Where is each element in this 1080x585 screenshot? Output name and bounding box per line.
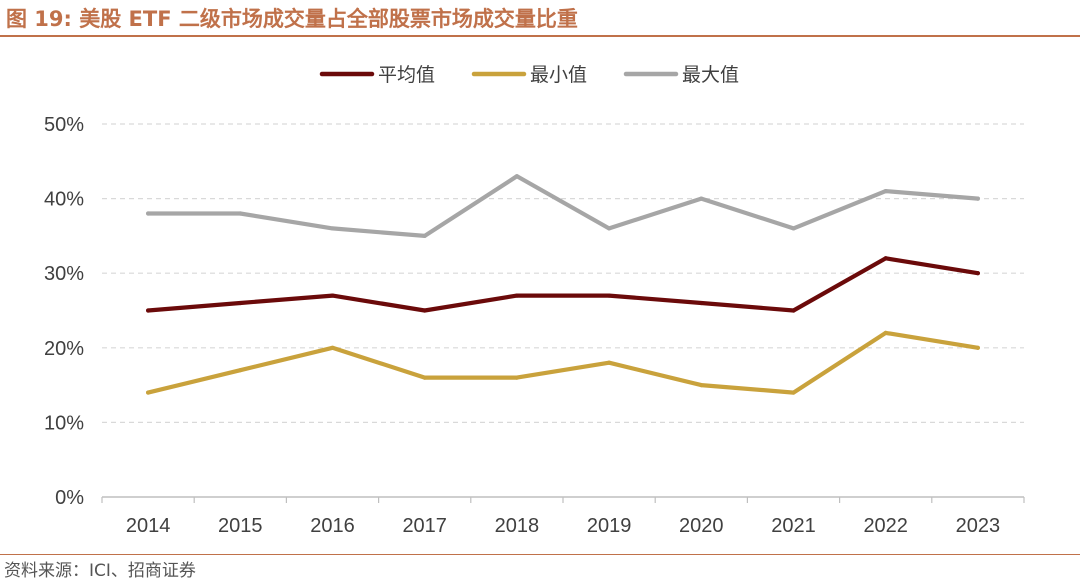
data-point bbox=[699, 196, 704, 201]
series-line bbox=[146, 256, 981, 313]
y-axis: 0% 10% 20% 30% 40% 50% bbox=[44, 114, 84, 509]
data-point bbox=[883, 256, 888, 261]
chart-gridlines bbox=[102, 123, 1024, 423]
data-point bbox=[975, 196, 981, 201]
chart-legend: 平均值 最小值 最大值 bbox=[319, 64, 739, 86]
figure-title: 图 19: 美股 ETF 二级市场成交量占全部股票市场成交量比重 bbox=[6, 7, 578, 31]
x-tick-label: 2019 bbox=[587, 515, 632, 537]
data-point bbox=[238, 300, 243, 306]
x-tick-label: 2015 bbox=[218, 515, 263, 537]
data-point bbox=[699, 383, 704, 388]
y-tick-label: 10% bbox=[44, 412, 84, 434]
data-point bbox=[422, 233, 427, 238]
line-chart: 平均值 最小值 最大值 0% 10% 20% 30% 40% 50% 2014 2015 2016… bbox=[44, 64, 1025, 537]
data-point bbox=[146, 390, 151, 395]
footer-divider bbox=[0, 554, 1080, 555]
y-tick-label: 50% bbox=[44, 114, 84, 136]
data-point bbox=[791, 390, 796, 395]
data-point bbox=[883, 330, 888, 335]
x-tick-label: 2022 bbox=[863, 515, 908, 537]
y-tick-label: 20% bbox=[44, 338, 84, 360]
data-point bbox=[607, 360, 612, 365]
title-divider bbox=[0, 35, 1080, 37]
x-tick-label: 2016 bbox=[310, 515, 355, 537]
source-note: 资料来源：ICI、招商证券 bbox=[4, 561, 196, 581]
data-point bbox=[607, 293, 612, 298]
data-point bbox=[607, 226, 612, 231]
data-point bbox=[146, 211, 151, 216]
y-tick-label: 0% bbox=[55, 487, 84, 509]
data-point bbox=[330, 226, 335, 231]
data-point bbox=[146, 308, 151, 313]
data-point bbox=[330, 345, 335, 350]
y-tick-label: 30% bbox=[44, 263, 84, 285]
x-tick-label: 2021 bbox=[771, 515, 816, 537]
x-tick-label: 2017 bbox=[402, 515, 447, 537]
chart-series bbox=[146, 174, 981, 395]
data-point bbox=[975, 271, 981, 276]
data-point bbox=[699, 300, 704, 306]
x-tick-label: 2018 bbox=[495, 515, 540, 537]
data-point bbox=[514, 174, 520, 179]
data-point bbox=[883, 189, 888, 194]
legend-label: 平均值 bbox=[378, 64, 435, 86]
x-axis: 2014 2015 2016 2017 2018 2019 2020 2021 2022 2023 bbox=[101, 496, 1025, 537]
x-tick-label: 2014 bbox=[126, 515, 171, 537]
data-point bbox=[238, 211, 243, 216]
x-tick-label: 2020 bbox=[679, 515, 724, 537]
legend-label: 最小值 bbox=[530, 64, 587, 86]
data-point bbox=[422, 308, 427, 313]
data-point bbox=[791, 308, 796, 313]
data-point bbox=[514, 375, 520, 380]
series-line bbox=[146, 330, 981, 395]
data-point bbox=[330, 293, 335, 298]
series-line bbox=[146, 174, 981, 238]
legend-label: 最大值 bbox=[682, 64, 739, 86]
y-tick-label: 40% bbox=[44, 189, 84, 211]
data-point bbox=[422, 375, 427, 380]
data-point bbox=[975, 345, 981, 350]
data-point bbox=[238, 368, 243, 373]
data-point bbox=[514, 293, 520, 298]
x-tick-label: 2023 bbox=[956, 515, 1001, 537]
data-point bbox=[791, 226, 796, 231]
